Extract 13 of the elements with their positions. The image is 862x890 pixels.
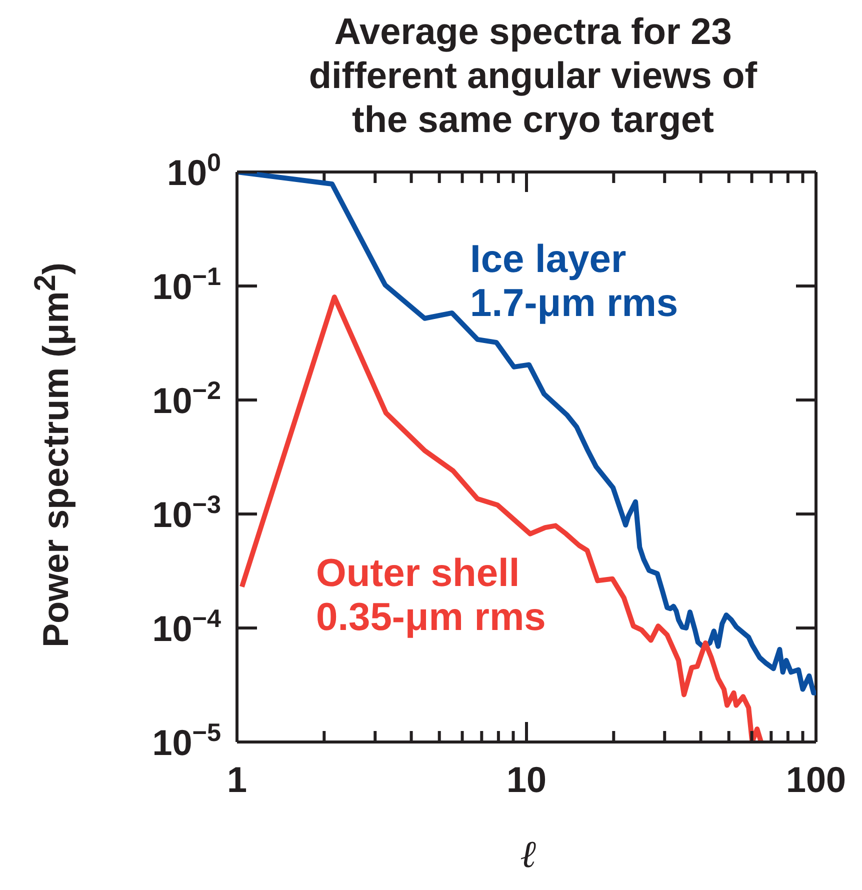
series-label: Outer shell 0.35-μm rms [316,552,547,640]
y-tick-label: 10$^{−3}$ [152,491,221,535]
y-tick-label: 10$^{−4}$ [152,605,221,649]
y-tick-label: 10$^{0}$ [166,149,221,193]
y-tick-label: 10$^{−5}$ [152,719,221,763]
series-label: Ice layer 1.7-μm rms [470,238,680,326]
y-tick-label: 10$^{−1}$ [152,263,221,307]
x-axis-title: ℓ [519,833,537,877]
y-tick-label: 10$^{−2}$ [152,377,221,421]
chart-title: Average spectra for 23 different angular views of the same cryo target [308,10,758,142]
x-tick-label: 10 [506,759,547,800]
x-tick-label: 1 [226,759,248,800]
x-tick-label: 100 [786,759,846,800]
